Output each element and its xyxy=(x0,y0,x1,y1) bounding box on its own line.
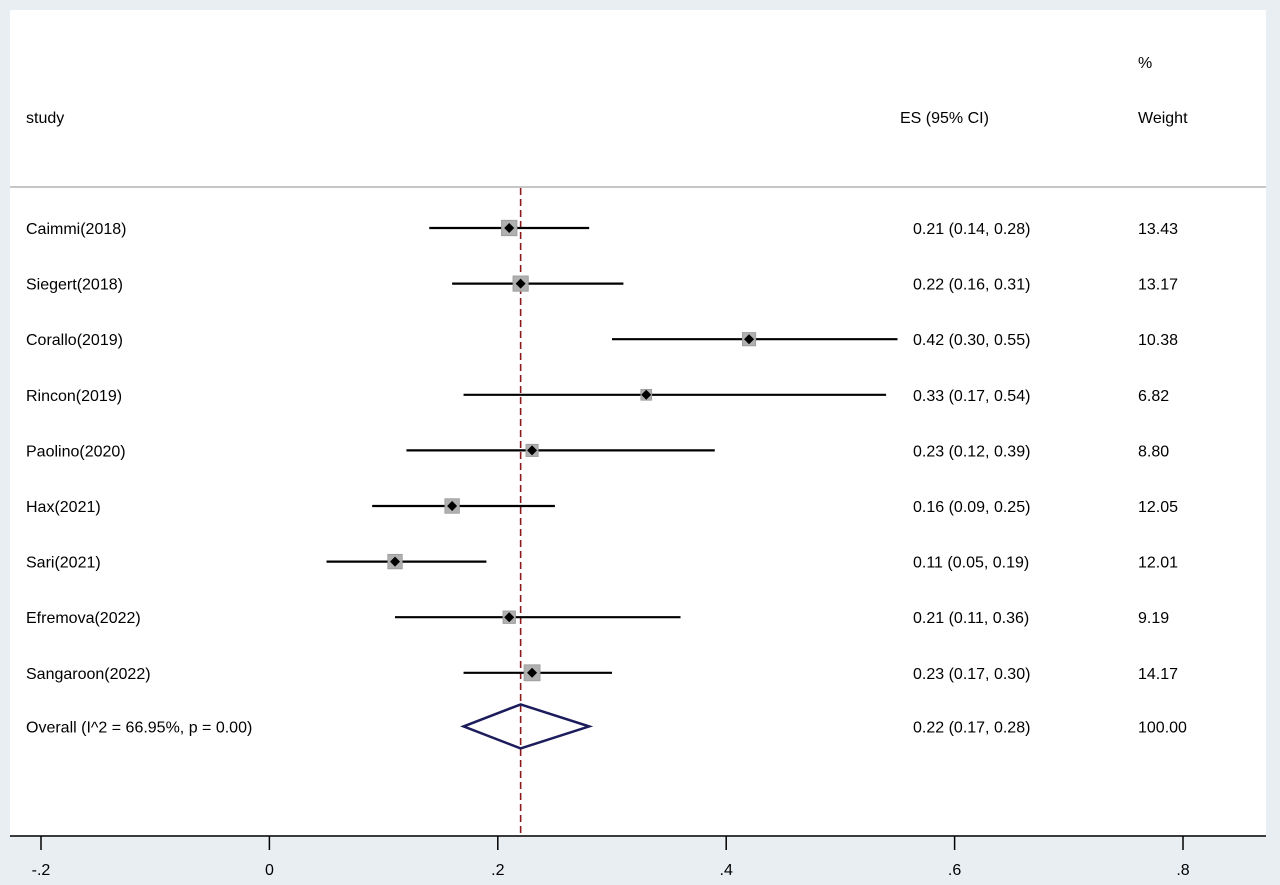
point-estimate xyxy=(527,445,538,456)
study-label: Corallo(2019) xyxy=(26,332,123,349)
weight-value: 14.17 xyxy=(1138,666,1178,683)
study-label: Caimmi(2018) xyxy=(26,221,126,238)
point-estimate xyxy=(515,278,526,289)
point-estimate xyxy=(447,501,458,511)
point-estimate xyxy=(641,389,652,400)
header-weight: Weight xyxy=(1138,110,1188,127)
point-estimate xyxy=(527,667,538,678)
study-label: Efremova(2022) xyxy=(26,610,141,627)
x-tick-label: -.2 xyxy=(32,862,51,879)
header-weight-percent: % xyxy=(1138,55,1152,72)
x-tick-label: .4 xyxy=(720,862,733,879)
es-ci-value: 0.33 (0.17, 0.54) xyxy=(913,388,1030,405)
point-estimate xyxy=(744,334,755,345)
x-tick-label: 0 xyxy=(265,862,274,879)
x-tick-label: .6 xyxy=(948,862,961,879)
study-label: Sangaroon(2022) xyxy=(26,666,151,683)
es-ci-value: 0.22 (0.16, 0.31) xyxy=(913,277,1030,294)
weight-value: 6.82 xyxy=(1138,388,1169,405)
point-estimate xyxy=(390,556,401,567)
x-tick-label: .8 xyxy=(1176,862,1189,879)
overall-weight-value: 100.00 xyxy=(1138,719,1187,736)
es-ci-value: 0.11 (0.05, 0.19) xyxy=(913,555,1029,572)
study-label: Siegert(2018) xyxy=(26,277,123,294)
point-estimate xyxy=(504,223,515,233)
weight-value: 13.43 xyxy=(1138,221,1178,238)
header-study: study xyxy=(26,110,64,127)
overall-label: Overall (I^2 = 66.95%, p = 0.00) xyxy=(26,719,252,736)
study-label: Rincon(2019) xyxy=(26,388,122,405)
es-ci-value: 0.21 (0.14, 0.28) xyxy=(913,221,1030,238)
weight-value: 9.19 xyxy=(1138,610,1169,627)
plot-panel xyxy=(10,10,1266,835)
study-label: Hax(2021) xyxy=(26,499,101,516)
overall-es-ci-value: 0.22 (0.17, 0.28) xyxy=(913,719,1030,736)
overall-diamond xyxy=(460,703,594,750)
header-es: ES (95% CI) xyxy=(900,110,989,127)
weight-value: 8.80 xyxy=(1138,443,1169,460)
es-ci-value: 0.42 (0.30, 0.55) xyxy=(913,332,1030,349)
study-label: Sari(2021) xyxy=(26,555,101,572)
es-ci-value: 0.23 (0.12, 0.39) xyxy=(913,443,1030,460)
es-ci-value: 0.16 (0.09, 0.25) xyxy=(913,499,1030,516)
weight-value: 12.05 xyxy=(1138,499,1178,516)
x-tick-label: .2 xyxy=(491,862,504,879)
weight-value: 10.38 xyxy=(1138,332,1178,349)
weight-value: 12.01 xyxy=(1138,555,1178,572)
point-estimate xyxy=(504,612,515,623)
weight-value: 13.17 xyxy=(1138,277,1178,294)
es-ci-value: 0.21 (0.11, 0.36) xyxy=(913,610,1029,627)
es-ci-value: 0.23 (0.17, 0.30) xyxy=(913,666,1030,683)
study-label: Paolino(2020) xyxy=(26,443,126,460)
